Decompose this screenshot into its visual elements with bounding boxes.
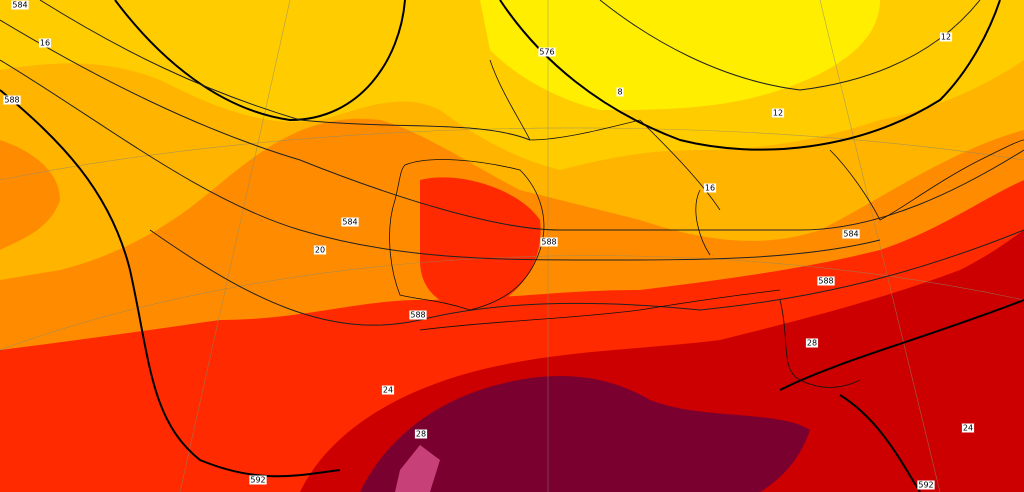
temperature-label: 24 [963, 424, 973, 433]
label-background [409, 310, 427, 320]
isoline-label: 584 [342, 218, 357, 227]
isoline-label: 588 [410, 311, 425, 320]
label-background [817, 276, 835, 286]
field-red-iberia [420, 177, 541, 310]
isoline [0, 59, 881, 261]
label-background [939, 32, 953, 42]
temperature-label: 16 [40, 39, 50, 48]
label-background [616, 87, 624, 97]
label-background [917, 480, 935, 490]
label-background [11, 0, 29, 10]
label-background [540, 237, 558, 247]
label-background [249, 475, 267, 485]
isoline-label: 584 [843, 230, 858, 239]
field-maroon [360, 376, 810, 492]
label-background [961, 423, 975, 433]
isoline-thick [0, 89, 341, 478]
isoline-labels: 584 588 584 584 592 592 576 588 588 588 … [3, 0, 975, 490]
temperature-label: 28 [416, 430, 426, 439]
label-background [414, 429, 428, 439]
coastline [389, 159, 545, 311]
label-background [341, 217, 359, 227]
isoline-label: 576 [539, 48, 554, 57]
isoline [599, 0, 981, 91]
temperature-label: 20 [315, 246, 325, 255]
graticule [179, 0, 291, 492]
coastline [419, 289, 861, 388]
isoline-label: 588 [4, 96, 19, 105]
temperature-label: 12 [941, 33, 951, 42]
label-background [771, 108, 785, 118]
coastline [489, 59, 721, 256]
graticule [0, 127, 1024, 181]
label-background [842, 229, 860, 239]
label-background [805, 338, 819, 348]
label-background [3, 95, 21, 105]
label-background [313, 245, 327, 255]
isoline-label: 592 [250, 476, 265, 485]
label-background [38, 38, 52, 48]
isoline-thick [114, 0, 406, 122]
temperature-label: 8 [617, 88, 622, 97]
temperature-label: 28 [807, 339, 817, 348]
isoline-thick [779, 299, 1024, 492]
temperature-label: 24 [383, 386, 393, 395]
label-background [381, 385, 395, 395]
isoline-label: 592 [918, 481, 933, 490]
isoline-label: 588 [818, 277, 833, 286]
label-background [538, 47, 556, 57]
graticule [819, 0, 941, 492]
isoline [39, 0, 531, 141]
field-orange-left [0, 140, 60, 250]
field-yellow [480, 0, 880, 110]
isoline-label: 584 [12, 1, 27, 10]
isoline-thick [499, 0, 1001, 151]
isoline-label: 588 [541, 238, 556, 247]
temperature-label: 12 [773, 109, 783, 118]
isoline [149, 229, 1024, 326]
field-pink [395, 445, 440, 492]
label-background [703, 183, 717, 193]
isoline [0, 19, 1024, 231]
coastline [829, 139, 1024, 221]
temperature-label: 16 [705, 184, 715, 193]
